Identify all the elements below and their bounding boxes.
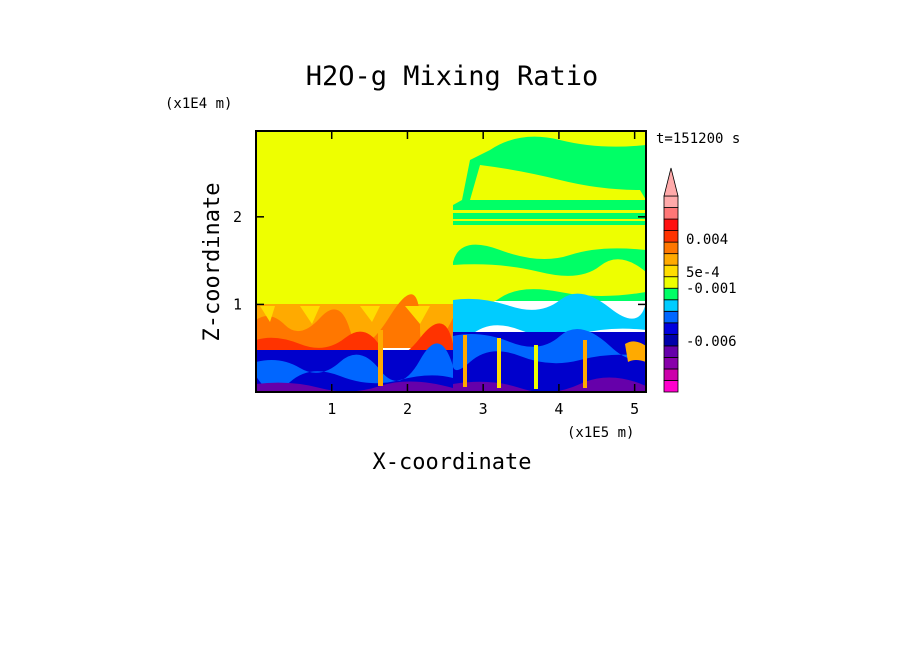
warm-band-red (256, 323, 453, 357)
right-lower-purple (453, 377, 646, 392)
colorbar-swatch (663, 368, 679, 381)
right-mid-cyan (452, 293, 646, 345)
colorbar-swatch (663, 264, 679, 278)
left-lower-purple (256, 381, 453, 392)
colorbar-extend-arrow (663, 167, 679, 197)
colorbar-swatch (663, 241, 679, 255)
time-label: t=151200 s (656, 131, 740, 147)
colorbar-swatch (663, 310, 679, 324)
right-upper-yellow-2 (453, 225, 646, 262)
warm-band-light (260, 306, 430, 324)
colorbar (663, 167, 679, 393)
plume-5 (583, 340, 587, 388)
x-axis-title: X-coordinate (373, 450, 532, 475)
colorbar-swatch (663, 380, 679, 393)
plume-4 (534, 345, 538, 389)
colorbar-swatch (663, 218, 679, 231)
warm-band-plumes (256, 294, 453, 354)
colorbar-swatch (663, 322, 679, 335)
x-unit-label: (x1E5 m) (567, 425, 634, 441)
region-left-upper (256, 131, 453, 304)
right-upper-yellow (453, 131, 646, 205)
y-tick-label: 1 (233, 295, 242, 313)
band-line-2 (453, 219, 646, 221)
orange-patch (625, 341, 646, 362)
x-tick-label: 1 (327, 400, 336, 418)
colorbar-swatch (663, 207, 679, 220)
colorbar-label-1: 5e-4 (686, 265, 720, 281)
plume-1 (378, 330, 383, 386)
colorbar-swatch (663, 230, 679, 243)
colorbar-label-3: -0.006 (686, 334, 737, 350)
colorbar-label-2: -0.001 (686, 281, 737, 297)
right-upper-yellow-3 (453, 259, 646, 306)
colorbar-swatch (663, 357, 679, 370)
colorbar-swatch (663, 299, 679, 312)
plume-2 (463, 335, 467, 387)
x-tick-label: 2 (403, 400, 412, 418)
plot-frame (255, 130, 647, 393)
y-axis-title: Z-coordinate (200, 183, 225, 342)
colorbar-swatch (663, 345, 679, 358)
band-line-1 (453, 210, 646, 213)
colorbar-swatch (663, 333, 679, 347)
contour-field (256, 131, 646, 392)
colorbar-swatch (663, 276, 679, 289)
colorbar-label-0: 0.004 (686, 232, 728, 248)
x-axis-ticks: 1 2 3 4 5 (327, 131, 639, 418)
y-tick-label: 2 (233, 208, 242, 226)
x-tick-label: 3 (479, 400, 488, 418)
chart-title: H2O-g Mixing Ratio (306, 61, 599, 92)
colorbar-swatch (663, 195, 679, 208)
colorbar-swatch (663, 253, 679, 266)
plume-3 (497, 338, 501, 388)
colorbar-swatch (663, 287, 679, 301)
x-tick-label: 5 (630, 400, 639, 418)
x-tick-label: 4 (554, 400, 563, 418)
y-axis-ticks: 12 (233, 208, 646, 313)
y-unit-label: (x1E4 m) (165, 96, 232, 112)
left-lower-cyan (256, 343, 453, 390)
right-upper-yellow-4 (470, 165, 646, 200)
